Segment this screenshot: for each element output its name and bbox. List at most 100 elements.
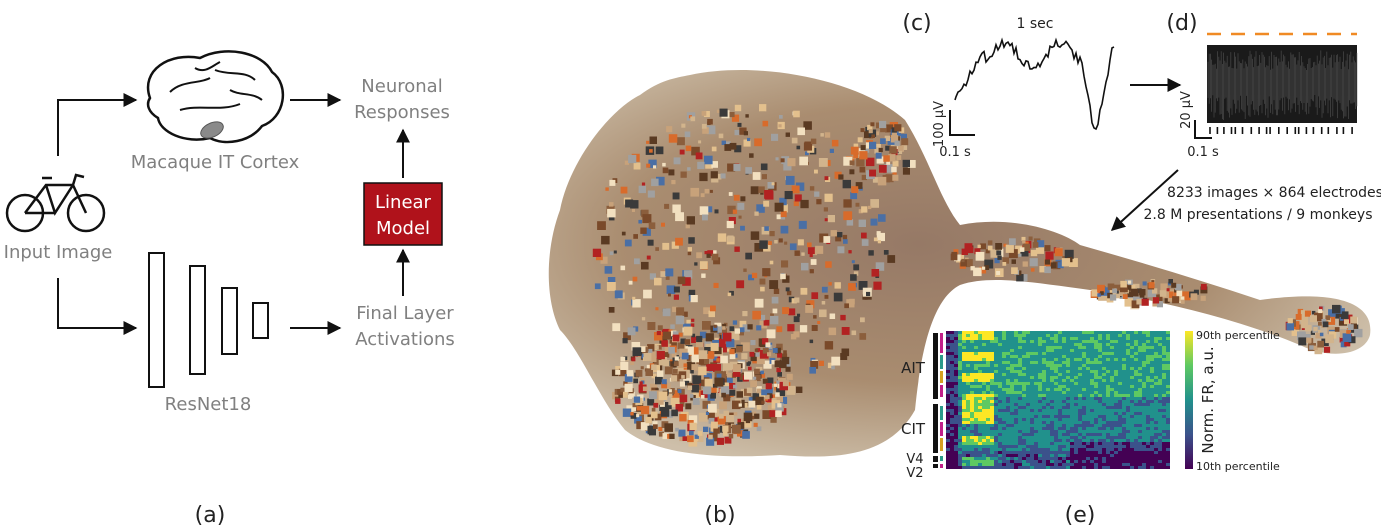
heatmap-cell <box>1038 334 1042 337</box>
image-thumbnail <box>675 212 684 222</box>
heatmap-cell <box>1166 394 1170 397</box>
heatmap-cell <box>1150 379 1154 382</box>
image-thumbnail <box>686 216 695 225</box>
heatmap-cell <box>1158 334 1162 337</box>
heatmap-cell <box>1118 448 1122 451</box>
image-thumbnail <box>1020 248 1029 257</box>
heatmap-cell <box>1090 382 1094 385</box>
heatmap-cell <box>1014 370 1018 373</box>
heatmap-cell <box>1142 337 1146 340</box>
heatmap-cell <box>1054 412 1058 415</box>
heatmap-cell <box>954 433 958 436</box>
image-thumbnail <box>825 261 832 268</box>
heatmap-cell <box>970 397 974 400</box>
image-thumbnail <box>641 380 645 384</box>
image-thumbnail <box>750 231 760 240</box>
image-thumbnail <box>696 252 703 259</box>
image-thumbnail <box>710 342 719 351</box>
image-thumbnail <box>673 286 680 293</box>
heatmap-cell <box>1074 433 1078 436</box>
heatmap-cell <box>990 442 994 445</box>
heatmap-cell <box>1042 388 1046 391</box>
heatmap-cell <box>1162 349 1166 352</box>
image-thumbnail <box>722 326 726 330</box>
heatmap-cell <box>994 346 998 349</box>
image-thumbnail <box>896 155 902 160</box>
image-thumbnail <box>846 299 855 308</box>
image-thumbnail <box>810 360 819 369</box>
heatmap-cell <box>1046 355 1050 358</box>
image-thumbnail <box>657 325 663 331</box>
heatmap-cell <box>966 457 970 460</box>
heatmap-cell <box>1034 439 1038 442</box>
heatmap-cell <box>1030 352 1034 355</box>
heatmap-cell <box>946 349 950 352</box>
image-thumbnail <box>1342 333 1352 342</box>
heatmap-cell <box>1010 412 1014 415</box>
heatmap-cell <box>1098 406 1102 409</box>
heatmap-cell <box>1042 406 1046 409</box>
heatmap-cell <box>998 412 1002 415</box>
heatmap-cell <box>1042 364 1046 367</box>
heatmap-cell <box>982 352 986 355</box>
heatmap-cell <box>1010 340 1014 343</box>
heatmap-cell <box>986 400 990 403</box>
image-thumbnail <box>678 429 686 437</box>
heatmap-cell <box>946 421 950 424</box>
heatmap-cell <box>954 430 958 433</box>
heatmap-cell <box>1086 409 1090 412</box>
image-thumbnail <box>1171 282 1177 288</box>
image-thumbnail <box>1050 262 1057 269</box>
heatmap-cell <box>1146 358 1150 361</box>
heatmap-cell <box>1058 403 1062 406</box>
image-thumbnail <box>1321 319 1327 324</box>
heatmap-cell <box>966 424 970 427</box>
heatmap-cell <box>998 397 1002 400</box>
heatmap-cell <box>1066 433 1070 436</box>
image-thumbnail <box>762 120 769 127</box>
image-thumbnail <box>720 173 726 179</box>
heatmap-cell <box>1166 457 1170 460</box>
heatmap-cell <box>1058 394 1062 397</box>
image-thumbnail <box>858 219 866 227</box>
heatmap-cell <box>1110 394 1114 397</box>
heatmap-cell <box>958 412 962 415</box>
heatmap-cell <box>1118 451 1122 454</box>
heatmap-cell <box>1118 424 1122 427</box>
heatmap-cell <box>1062 391 1066 394</box>
heatmap-cell <box>1126 376 1130 379</box>
heatmap-cell <box>1126 427 1130 430</box>
heatmap-cell <box>1102 379 1106 382</box>
image-thumbnail <box>684 380 690 386</box>
image-thumbnail <box>764 226 769 231</box>
heatmap-cell <box>1062 337 1066 340</box>
heatmap-cell <box>1018 409 1022 412</box>
heatmap-cell <box>1150 337 1154 340</box>
heatmap-cell <box>1162 364 1166 367</box>
image-thumbnail <box>1181 291 1191 301</box>
heatmap-cell <box>1146 340 1150 343</box>
image-thumbnail <box>889 146 897 154</box>
image-thumbnail <box>1156 301 1163 308</box>
heatmap-cell <box>1002 367 1006 370</box>
heatmap-cell <box>1082 355 1086 358</box>
heatmap-cell <box>1082 412 1086 415</box>
heatmap-cell <box>1134 415 1138 418</box>
heatmap-cell <box>1014 400 1018 403</box>
heatmap-cell <box>958 337 962 340</box>
image-thumbnail <box>869 141 877 149</box>
image-thumbnail <box>782 356 790 365</box>
heatmap-cell <box>1138 373 1142 376</box>
heatmap-cell <box>1118 403 1122 406</box>
image-thumbnail <box>1339 336 1346 343</box>
heatmap-cell <box>1058 349 1062 352</box>
image-thumbnail <box>711 408 720 417</box>
image-thumbnail <box>1318 321 1322 326</box>
heatmap-cell <box>1026 460 1030 463</box>
heatmap-cell <box>970 394 974 397</box>
image-thumbnail <box>823 207 828 212</box>
image-thumbnail <box>1152 288 1158 294</box>
colorbar-title: Norm. FR, a.u. <box>1199 346 1217 453</box>
heatmap-cell <box>1154 382 1158 385</box>
image-thumbnail <box>647 190 655 198</box>
